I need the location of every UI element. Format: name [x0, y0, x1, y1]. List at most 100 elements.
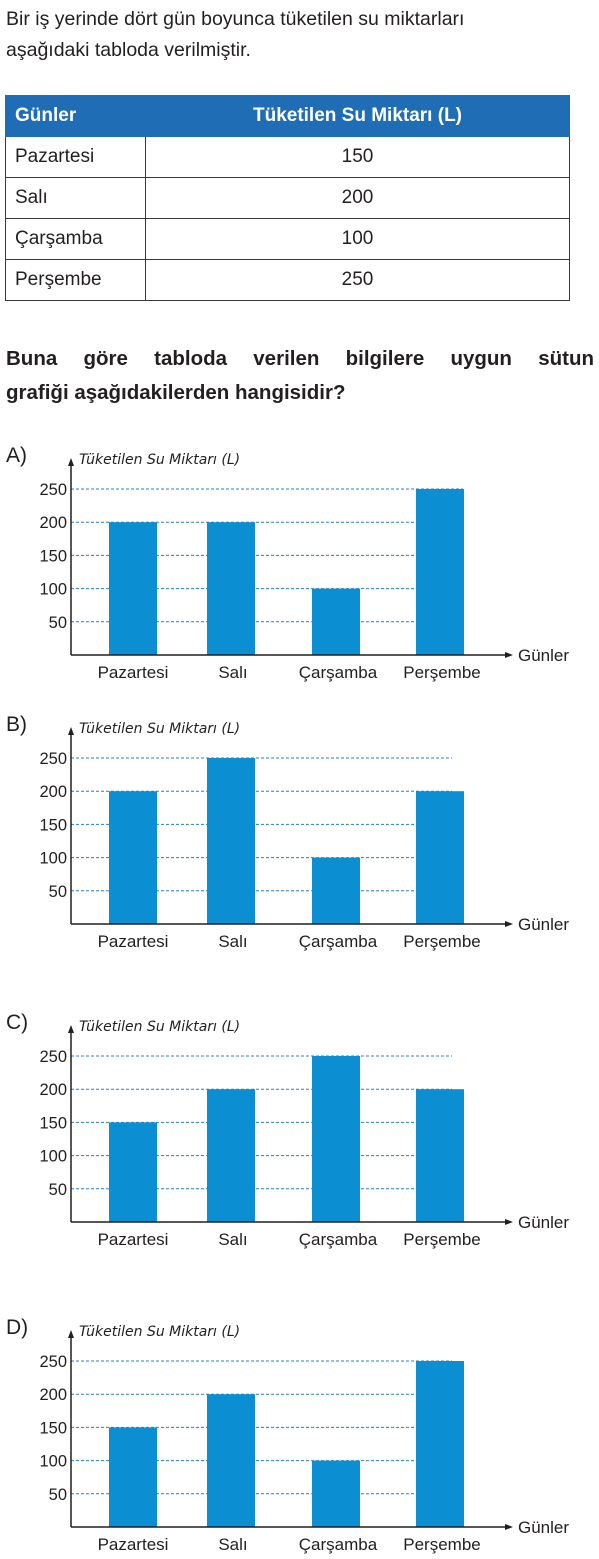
bar	[312, 857, 360, 924]
x-tick-label: Perşembe	[403, 1535, 480, 1554]
bar	[312, 1056, 360, 1222]
y-tick-label: 100	[39, 581, 67, 599]
option-d-bar-chart: 50 100 150 200 250 Tüketilen Su Miktarı (L) Gü…	[39, 1324, 569, 1554]
x-axis-arrow	[505, 652, 513, 658]
x-tick-label: Perşembe	[403, 1230, 480, 1249]
x-axis-title: Günler	[518, 646, 569, 665]
intro-line-2: aşağıdaki tabloda verilmiştir.	[6, 39, 251, 61]
x-tick-label: Salı	[218, 1230, 247, 1249]
bar	[416, 791, 464, 924]
x-tick-label: Pazartesi	[98, 932, 169, 951]
table-header-amount: Tüketilen Su Miktarı (L)	[145, 95, 570, 137]
question-line-2: grafiği aşağıdakilerden hangisidir?	[6, 381, 346, 404]
y-tick-label: 100	[39, 1453, 67, 1471]
bar	[312, 1460, 360, 1527]
table-row: Salı 200	[5, 177, 570, 219]
bar	[416, 1089, 464, 1222]
y-axis-arrow	[68, 1330, 74, 1338]
bar	[312, 588, 360, 655]
y-tick-label: 100	[39, 1148, 67, 1166]
table-row: Pazartesi 150	[5, 136, 570, 178]
y-tick-label: 200	[39, 1386, 67, 1404]
x-tick-label: Salı	[218, 663, 247, 682]
option-d[interactable]: D) 50 100 150 200 250 Tüketilen Su Miktarı (L…	[0, 1316, 599, 1556]
y-tick-label: 150	[39, 547, 67, 565]
bar	[109, 1427, 157, 1527]
x-axis-arrow	[505, 1219, 513, 1225]
x-tick-label: Pazartesi	[98, 1535, 169, 1554]
table-header-days: Günler	[5, 95, 146, 137]
y-tick-label: 50	[49, 1181, 67, 1199]
x-axis-title: Günler	[518, 1518, 569, 1537]
x-axis-title: Günler	[518, 1213, 569, 1232]
y-tick-label: 150	[39, 816, 67, 834]
option-c-bar-chart: 50 100 150 200 250 Tüketilen Su Miktarı (L) Gü…	[39, 1019, 569, 1249]
y-tick-label: 50	[49, 1486, 67, 1504]
y-tick-label: 50	[49, 614, 67, 632]
x-tick-label: Salı	[218, 1535, 247, 1554]
y-tick-label: 150	[39, 1419, 67, 1437]
option-letter: B)	[6, 713, 27, 736]
table-cell-day: Çarşamba	[5, 218, 146, 260]
bar	[207, 758, 255, 924]
y-tick-label: 200	[39, 1081, 67, 1099]
y-tick-label: 250	[39, 481, 67, 499]
y-tick-label: 50	[49, 883, 67, 901]
option-letter: C)	[6, 1011, 29, 1034]
y-tick-label: 200	[39, 783, 67, 801]
bar	[207, 1394, 255, 1527]
y-tick-label: 200	[39, 514, 67, 532]
x-tick-label: Perşembe	[403, 663, 480, 682]
option-letter: A)	[6, 444, 27, 467]
table-row: Perşembe 250	[5, 259, 570, 301]
water-consumption-table: Günler Tüketilen Su Miktarı (L) Pazartes…	[5, 95, 570, 301]
x-tick-label: Çarşamba	[299, 1230, 378, 1249]
y-axis-title: Tüketilen Su Miktarı (L)	[79, 452, 240, 468]
x-tick-label: Salı	[218, 932, 247, 951]
y-axis-title: Tüketilen Su Miktarı (L)	[79, 721, 240, 737]
y-tick-label: 250	[39, 750, 67, 768]
option-b-bar-chart: 50 100 150 200 250 Tüketilen Su Miktarı (L) Gü…	[39, 721, 569, 951]
bar	[109, 791, 157, 924]
option-c[interactable]: C) 50 100 150 200 250 Tüketilen Su Miktarı (L…	[0, 1011, 599, 1251]
table-cell-amount: 250	[145, 259, 570, 301]
x-tick-label: Perşembe	[403, 932, 480, 951]
question-line-1: Buna göre tabloda verilen bilgilere uygu…	[6, 347, 594, 370]
table-cell-amount: 100	[145, 218, 570, 260]
y-axis-arrow	[68, 458, 74, 466]
question-text: Buna göre tabloda verilen bilgilere uygu…	[6, 342, 594, 410]
bar	[207, 522, 255, 655]
option-b[interactable]: B) 50 100 150 200 250 Tüketilen Su Miktarı (L…	[0, 713, 599, 953]
option-a[interactable]: A) 50 100 150 200 250 Tüketilen Su Miktarı (L…	[0, 444, 599, 684]
table-cell-day: Pazartesi	[5, 136, 146, 178]
table-row: Çarşamba 100	[5, 218, 570, 260]
bar	[416, 489, 464, 655]
table-cell-day: Salı	[5, 177, 146, 219]
bar	[416, 1361, 464, 1527]
y-axis-arrow	[68, 727, 74, 735]
x-tick-label: Pazartesi	[98, 663, 169, 682]
option-letter: D)	[6, 1316, 29, 1339]
intro-line-1: Bir iş yerinde dört gün boyunca tüketile…	[6, 8, 465, 30]
y-tick-label: 150	[39, 1114, 67, 1132]
x-tick-label: Çarşamba	[299, 932, 378, 951]
x-tick-label: Çarşamba	[299, 663, 378, 682]
y-tick-label: 250	[39, 1048, 67, 1066]
table-cell-day: Perşembe	[5, 259, 146, 301]
y-axis-arrow	[68, 1025, 74, 1033]
table-cell-amount: 150	[145, 136, 570, 178]
table-header-row: Günler Tüketilen Su Miktarı (L)	[5, 95, 570, 137]
x-axis-arrow	[505, 921, 513, 927]
x-axis-title: Günler	[518, 915, 569, 934]
y-tick-label: 250	[39, 1353, 67, 1371]
x-tick-label: Pazartesi	[98, 1230, 169, 1249]
y-axis-title: Tüketilen Su Miktarı (L)	[79, 1324, 240, 1340]
y-axis-title: Tüketilen Su Miktarı (L)	[79, 1019, 240, 1035]
x-axis-arrow	[505, 1524, 513, 1530]
x-tick-label: Çarşamba	[299, 1535, 378, 1554]
option-a-bar-chart: 50 100 150 200 250 Tüketilen Su Miktarı (L) Gü…	[39, 452, 569, 682]
bar	[207, 1089, 255, 1222]
bar	[109, 522, 157, 655]
y-tick-label: 100	[39, 850, 67, 868]
table-cell-amount: 200	[145, 177, 570, 219]
